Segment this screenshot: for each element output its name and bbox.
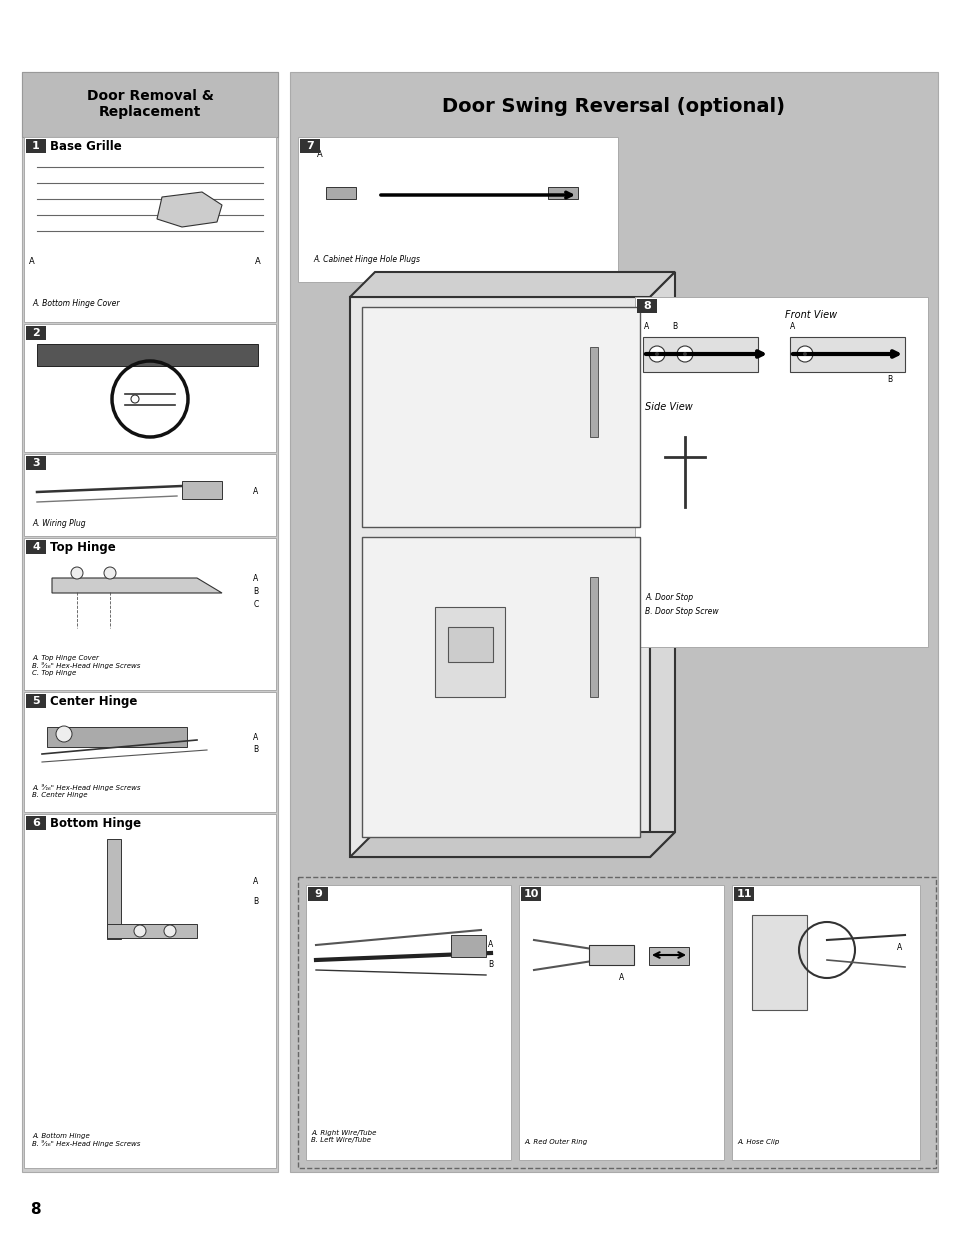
FancyBboxPatch shape <box>648 947 688 965</box>
Text: A: A <box>488 940 493 948</box>
Text: A. Red Outer Ring: A. Red Outer Ring <box>523 1139 587 1145</box>
Polygon shape <box>649 272 675 857</box>
Text: A. Right Wire/Tube
B. Left Wire/Tube: A. Right Wire/Tube B. Left Wire/Tube <box>311 1130 376 1144</box>
Text: 5: 5 <box>32 697 40 706</box>
Text: A: A <box>618 973 623 982</box>
Text: Base Grille: Base Grille <box>50 141 122 153</box>
FancyBboxPatch shape <box>451 935 485 957</box>
FancyBboxPatch shape <box>308 887 328 902</box>
Circle shape <box>104 567 116 579</box>
FancyBboxPatch shape <box>448 627 493 662</box>
FancyBboxPatch shape <box>589 577 598 697</box>
Text: 4: 4 <box>32 542 40 552</box>
FancyBboxPatch shape <box>299 140 319 153</box>
FancyBboxPatch shape <box>350 296 649 857</box>
FancyBboxPatch shape <box>731 885 919 1160</box>
Circle shape <box>677 346 692 362</box>
Text: Door Swing Reversal (optional): Door Swing Reversal (optional) <box>442 98 784 116</box>
Text: A: A <box>643 322 649 331</box>
Text: A: A <box>897 944 902 952</box>
FancyBboxPatch shape <box>751 915 806 1010</box>
Text: 10: 10 <box>523 889 538 899</box>
FancyBboxPatch shape <box>306 885 511 1160</box>
FancyBboxPatch shape <box>547 186 578 199</box>
Text: B: B <box>253 897 258 906</box>
FancyBboxPatch shape <box>297 137 618 282</box>
Text: A: A <box>316 149 322 159</box>
FancyBboxPatch shape <box>24 538 275 690</box>
Text: A. Bottom Hinge Cover: A. Bottom Hinge Cover <box>32 300 119 309</box>
FancyBboxPatch shape <box>290 72 937 1172</box>
Text: 8: 8 <box>30 1203 41 1218</box>
Text: B: B <box>672 322 677 331</box>
FancyBboxPatch shape <box>26 816 46 830</box>
Text: A. ⁹⁄₁₆" Hex-Head Hinge Screws
B. Center Hinge: A. ⁹⁄₁₆" Hex-Head Hinge Screws B. Center… <box>32 784 140 798</box>
FancyBboxPatch shape <box>37 345 257 366</box>
Text: Door Removal &
Replacement: Door Removal & Replacement <box>87 89 213 119</box>
Polygon shape <box>350 272 675 296</box>
Polygon shape <box>52 578 222 593</box>
Polygon shape <box>350 832 675 857</box>
Text: B: B <box>253 587 258 597</box>
Text: A: A <box>253 574 258 583</box>
Text: B: B <box>886 375 892 384</box>
FancyBboxPatch shape <box>789 337 904 372</box>
FancyBboxPatch shape <box>589 347 598 437</box>
Text: A. Bottom Hinge
B. ⁹⁄₁₆" Hex-Head Hinge Screws: A. Bottom Hinge B. ⁹⁄₁₆" Hex-Head Hinge … <box>32 1132 140 1147</box>
FancyBboxPatch shape <box>24 137 275 322</box>
Text: Top Hinge: Top Hinge <box>50 541 115 555</box>
Circle shape <box>164 925 175 937</box>
FancyBboxPatch shape <box>22 72 277 1172</box>
Text: A: A <box>254 258 260 267</box>
Text: 7: 7 <box>306 141 314 151</box>
Text: A: A <box>253 488 258 496</box>
Polygon shape <box>157 191 222 227</box>
FancyBboxPatch shape <box>24 814 275 1168</box>
Text: 8: 8 <box>642 301 650 311</box>
FancyBboxPatch shape <box>26 140 46 153</box>
Text: 11: 11 <box>736 889 751 899</box>
FancyBboxPatch shape <box>22 72 277 137</box>
FancyBboxPatch shape <box>26 540 46 555</box>
Circle shape <box>133 925 146 937</box>
Text: C: C <box>253 600 258 609</box>
Text: 1: 1 <box>32 141 40 151</box>
Text: A. Top Hinge Cover
B. ⁹⁄₁₆" Hex-Head Hinge Screws
C. Top Hinge: A. Top Hinge Cover B. ⁹⁄₁₆" Hex-Head Hin… <box>32 655 140 677</box>
Text: Bottom Hinge: Bottom Hinge <box>50 818 141 830</box>
FancyBboxPatch shape <box>520 887 540 902</box>
FancyBboxPatch shape <box>518 885 723 1160</box>
Text: 3: 3 <box>32 458 40 468</box>
FancyBboxPatch shape <box>26 326 46 340</box>
Text: A. Hose Clip: A. Hose Clip <box>737 1139 779 1145</box>
Text: A. Wiring Plug: A. Wiring Plug <box>32 520 86 529</box>
FancyBboxPatch shape <box>361 537 639 837</box>
FancyBboxPatch shape <box>47 727 187 747</box>
Text: Front View: Front View <box>784 310 837 320</box>
FancyBboxPatch shape <box>635 296 927 647</box>
Circle shape <box>648 346 664 362</box>
FancyBboxPatch shape <box>733 887 753 902</box>
Circle shape <box>796 346 812 362</box>
Text: Center Hinge: Center Hinge <box>50 695 137 709</box>
Text: 2: 2 <box>32 329 40 338</box>
FancyBboxPatch shape <box>642 337 758 372</box>
FancyBboxPatch shape <box>24 454 275 536</box>
FancyBboxPatch shape <box>107 839 121 939</box>
Text: A: A <box>253 877 258 885</box>
FancyBboxPatch shape <box>637 299 657 312</box>
FancyBboxPatch shape <box>588 945 634 965</box>
Circle shape <box>71 567 83 579</box>
FancyBboxPatch shape <box>326 186 355 199</box>
Text: B: B <box>488 960 493 969</box>
Text: A. Cabinet Hinge Hole Plugs: A. Cabinet Hinge Hole Plugs <box>313 256 419 264</box>
FancyBboxPatch shape <box>24 692 275 811</box>
FancyBboxPatch shape <box>182 480 222 499</box>
Text: Side View: Side View <box>644 403 692 412</box>
FancyBboxPatch shape <box>26 456 46 471</box>
FancyBboxPatch shape <box>435 606 504 697</box>
Text: A. Door Stop: A. Door Stop <box>644 593 693 601</box>
Text: B. Door Stop Screw: B. Door Stop Screw <box>644 608 718 616</box>
Text: 6: 6 <box>32 818 40 827</box>
Text: B: B <box>253 745 258 755</box>
